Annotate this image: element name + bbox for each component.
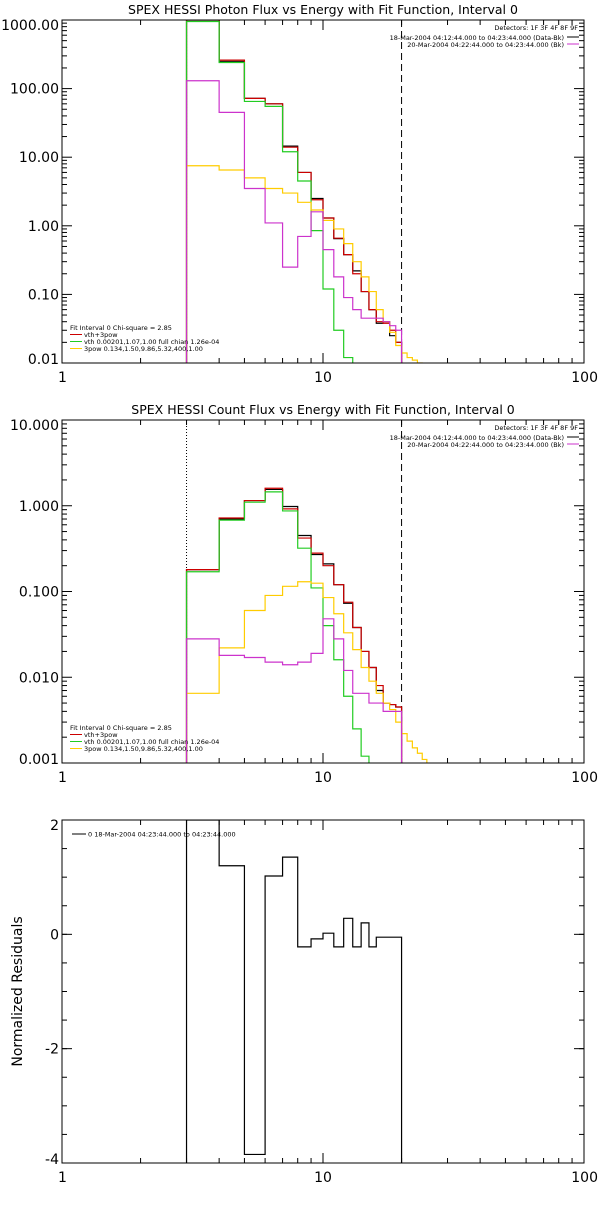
series-3pow-line	[185, 165, 423, 363]
x-tick-label: 100	[571, 370, 598, 386]
series-3pow-line	[185, 581, 428, 763]
chart-panel-0: SPEX HESSI Photon Flux vs Energy with Fi…	[1, 2, 598, 386]
legend-top-entry: 20-Mar-2004 04:22:44.000 to 04:23:44.000…	[407, 441, 564, 449]
x-tick-label: 10	[314, 370, 332, 386]
x-tick-label: 100	[571, 1170, 598, 1186]
detectors-label: Detectors: 1F 3F 4F 8F 9F	[494, 424, 578, 432]
detectors-label: Detectors: 1F 3F 4F 8F 9F	[494, 24, 578, 32]
y-tick-label: 0.10	[28, 287, 59, 303]
legend-bottom-entry: vth+3pow	[84, 331, 118, 339]
y-tick-label: 10.000	[10, 418, 59, 434]
legend-bottom-entry: 3pow 0.134,1.50,9.86,5.32,400,1.00	[84, 345, 203, 353]
y-tick-label: 0.01	[28, 352, 59, 368]
y-axis-label: Normalized Residuals	[10, 916, 26, 1066]
y-tick-label: 1.000	[19, 499, 59, 515]
y-tick-label: 100.00	[10, 82, 59, 98]
legend-bottom-entry: vth 0.00201,1.07,1.00 full chian 1.26e-0…	[84, 338, 219, 346]
fit-header-label: Fit Interval 0 Chi-square = 2.85	[70, 724, 172, 732]
x-tick-label: 1	[58, 1170, 67, 1186]
y-tick-label: 1000.00	[1, 18, 59, 34]
plot-frame	[61, 19, 585, 364]
y-tick-label: -2	[45, 1042, 59, 1058]
x-tick-label: 1	[58, 770, 67, 786]
y-tick-label: -4	[45, 1152, 59, 1168]
chart-title: SPEX HESSI Count Flux vs Energy with Fit…	[131, 402, 514, 417]
series-vth-line	[185, 20, 354, 363]
legend-bottom-entry: vth+3pow	[84, 731, 118, 739]
legend-top-entry: 18-Mar-2004 04:12:44.000 to 04:23:44.000…	[390, 434, 564, 442]
y-tick-label: 0.010	[19, 670, 59, 686]
series-bk-line	[185, 80, 403, 363]
x-tick-label: 10	[314, 1170, 332, 1186]
x-tick-label: 1	[58, 370, 67, 386]
y-tick-label: 0.001	[19, 752, 59, 768]
series-vth-line	[185, 491, 370, 763]
y-tick-label: 0	[50, 927, 59, 943]
y-tick-label: 1.00	[28, 219, 59, 235]
chart-panel-2: 1 10 100 -4 -2 0 2 Normalized Residuals 0 18-Mar…	[10, 818, 598, 1186]
series-vth-3pow-line	[185, 20, 403, 363]
legend-top-entry: 18-Mar-2004 04:12:44.000 to 04:23:44.000…	[390, 34, 564, 42]
series-bk-line	[185, 618, 403, 763]
chart-panel-1: SPEX HESSI Count Flux vs Energy with Fit…	[10, 402, 598, 786]
chart-title: SPEX HESSI Photon Flux vs Energy with Fi…	[128, 2, 518, 17]
legend-bottom-entry: 3pow 0.134,1.50,9.86,5.32,400,1.00	[84, 745, 203, 753]
y-tick-label: 0.100	[19, 585, 59, 601]
x-tick-label: 10	[314, 770, 332, 786]
series-residuals-line	[185, 820, 403, 1163]
legend-entry: 0 18-Mar-2004 04:23:44.000 to 04:23:44.0…	[88, 831, 236, 839]
series-data-bk-line	[185, 20, 403, 363]
plot-frame	[61, 819, 585, 1164]
legend-top-entry: 20-Mar-2004 04:22:44.000 to 04:23:44.000…	[407, 41, 564, 49]
y-tick-label: 2	[50, 818, 59, 834]
fit-header-label: Fit Interval 0 Chi-square = 2.85	[70, 324, 172, 332]
legend-bottom-entry: vth 0.00201,1.07,1.00 full chian 1.26e-0…	[84, 738, 219, 746]
y-tick-label: 10.00	[19, 150, 59, 166]
x-tick-label: 100	[571, 770, 598, 786]
plot-frame	[61, 419, 585, 764]
